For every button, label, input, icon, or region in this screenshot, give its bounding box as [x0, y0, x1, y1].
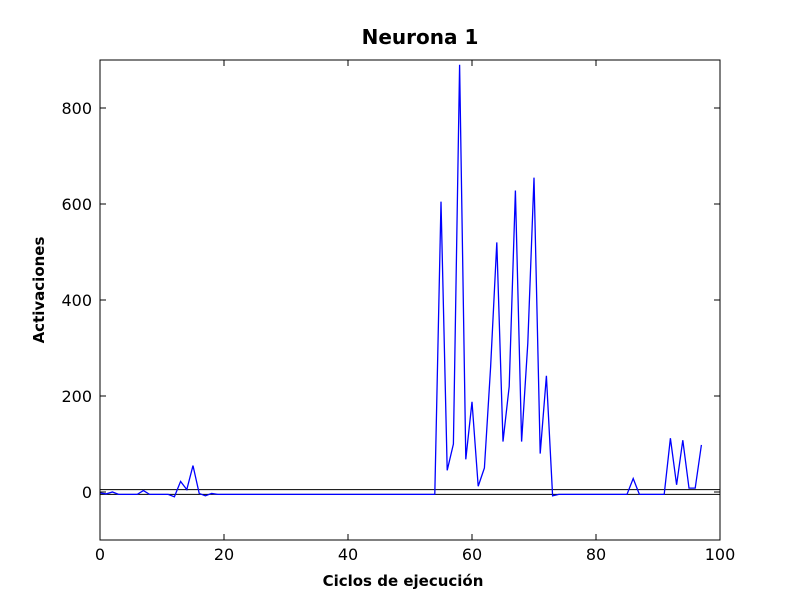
chart-title: Neurona 1	[362, 25, 479, 49]
x-axis-label: Ciclos de ejecución	[323, 572, 484, 590]
y-tick-label: 800	[61, 99, 92, 118]
y-tick-label: 200	[61, 387, 92, 406]
x-tick-label: 0	[95, 545, 105, 564]
y-tick-label: 400	[61, 291, 92, 310]
x-tick-label: 60	[462, 545, 482, 564]
y-tick-label: 600	[61, 195, 92, 214]
x-tick-label: 20	[214, 545, 234, 564]
y-axis-label: Activaciones	[30, 237, 48, 344]
x-tick-label: 80	[586, 545, 606, 564]
y-tick-label: 0	[82, 483, 92, 502]
x-tick-label: 40	[338, 545, 358, 564]
x-tick-label: 100	[705, 545, 736, 564]
series-line	[100, 64, 703, 498]
